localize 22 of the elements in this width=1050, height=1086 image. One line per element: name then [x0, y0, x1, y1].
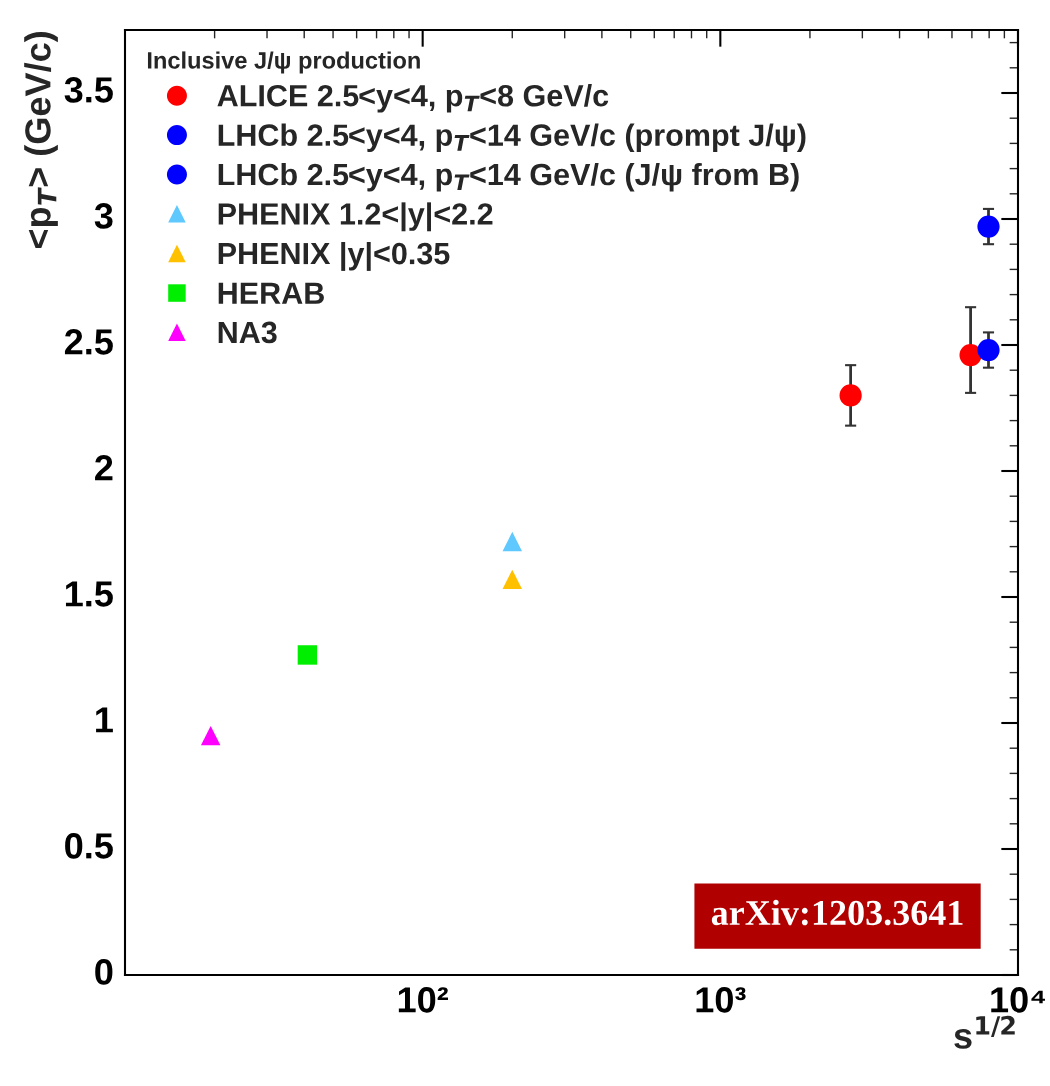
legend-label: LHCb 2.5<y<4, p$_{T}$<14 GeV/c (prompt J/ψ): [218, 123, 806, 152]
y-tick-label: 1.5: [65, 581, 113, 607]
legend-label: ALICE 2.5<y<4, p$_{T}$<8 GeV/c: [217, 84, 609, 113]
y-tick-label: 2.5: [64, 329, 113, 355]
legend-title: Inclusive J/ψ production: [147, 51, 420, 74]
y-tick-label: 1: [96, 707, 113, 733]
x-tick-label: 10²: [398, 987, 449, 1013]
y-tick-label: 0.5: [65, 833, 113, 859]
y-tick-label: 2: [95, 455, 113, 481]
legend-label: PHENIX 1.2<|y|<2.2: [218, 202, 493, 232]
y-tick-label: 3: [94, 203, 113, 229]
legend-label: LHCb 2.5<y<4, p$_{T}$<14 GeV/c (J/ψ from B): [218, 162, 799, 192]
x-tick-label: 10³: [696, 987, 746, 1013]
x-tick-label: 10⁴: [991, 987, 1045, 1013]
legend-label: PHENIX |y|<0.35: [218, 241, 450, 271]
legend-label: HERAB: [218, 282, 324, 304]
legend-label: NA3: [218, 321, 277, 344]
y-tick-label: 0: [95, 959, 113, 985]
x-axis-title: s$^{1/2}$: [954, 1015, 1015, 1049]
annotation: arXiv:1203.3641: [711, 899, 963, 926]
y-axis-title: <p$_{T}$> (GeV/c): [24, 32, 58, 249]
y-tick-label: 3.5: [64, 77, 113, 103]
